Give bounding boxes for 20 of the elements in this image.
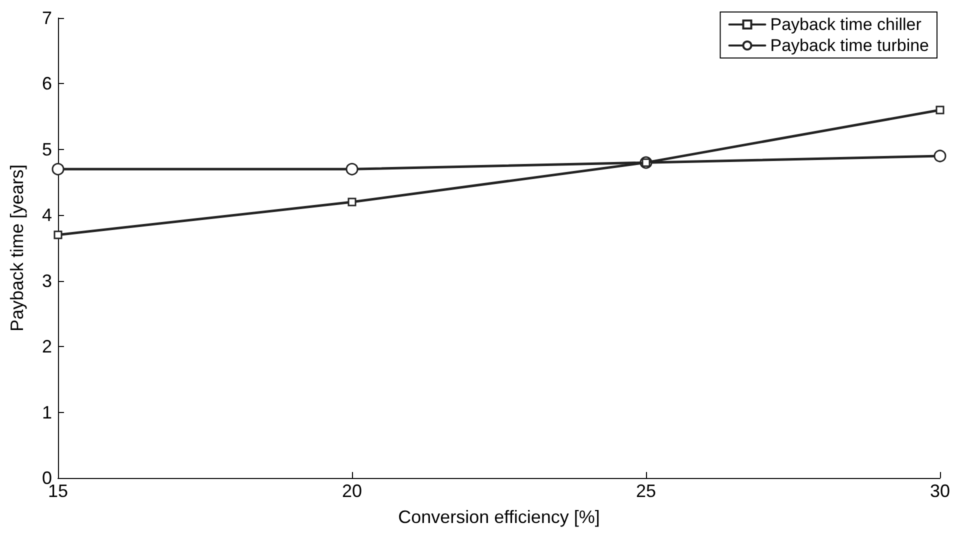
point — [346, 162, 358, 176]
y-tick-label: 4 — [42, 205, 52, 226]
x-tick-label: 25 — [636, 481, 656, 501]
x-tick-label: 30 — [930, 481, 950, 501]
point — [54, 230, 62, 240]
y-tick-label: 3 — [42, 270, 52, 291]
x-tick-label: 20 — [342, 481, 362, 501]
point — [348, 198, 356, 206]
y-tick-label: 5 — [42, 139, 52, 160]
legend-label: Payback time turbine — [770, 36, 930, 55]
y-tick-label: 6 — [42, 74, 52, 94]
y-axis-title: Payback time [years] — [7, 164, 27, 332]
point — [934, 150, 946, 162]
y-tick-label: 1 — [42, 402, 52, 422]
y-tick-label: 2 — [42, 336, 52, 357]
y-tick-label: 7 — [42, 8, 52, 28]
legend-label: Payback time chiller — [770, 15, 922, 34]
point — [936, 106, 944, 114]
x-axis-title: Conversion efficiency [%] — [398, 507, 600, 527]
point — [52, 162, 64, 176]
